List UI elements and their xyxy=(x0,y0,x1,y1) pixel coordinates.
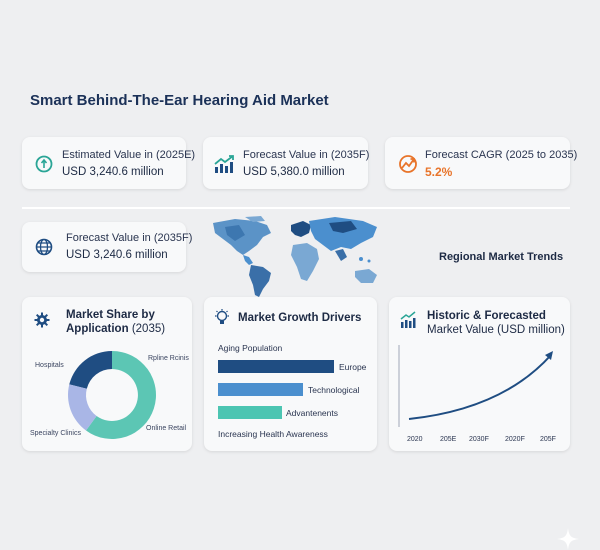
lightbulb-icon xyxy=(215,309,229,324)
market-share-title: Market Share by Application (2035) xyxy=(66,308,165,336)
market-share-title-year: (2035) xyxy=(131,323,166,335)
driver-label-technological: Technological xyxy=(308,385,360,395)
driver-bar-technological xyxy=(218,383,303,396)
stat-card-forecast-2035-alt: Forecast Value in (2035F) USD 3,240.6 mi… xyxy=(22,222,192,272)
driver-bar-europe xyxy=(218,360,334,373)
stat-label: Forecast CAGR (2025 to 2035) xyxy=(425,149,578,161)
x-tick-label: 2020F xyxy=(505,436,525,443)
market-share-title-line2: Application (2035) xyxy=(66,322,165,336)
historic-forecast-panel: Historic & Forecasted Market Value (USD … xyxy=(389,297,570,451)
driver-bar-advantenents xyxy=(218,406,282,419)
growth-drivers-title: Market Growth Drivers xyxy=(238,312,362,324)
stat-value: USD 5,380.0 million xyxy=(243,166,345,178)
x-tick-label: 205E xyxy=(440,436,457,443)
section-divider xyxy=(22,207,570,209)
forecast-arrowhead xyxy=(545,351,553,360)
driver-label-advantenents: Advantenents xyxy=(286,408,338,418)
donut-chart xyxy=(68,351,156,439)
x-tick-label: 2030F xyxy=(469,436,489,443)
donut-slice-lavender xyxy=(68,384,97,431)
donut-slice-teal xyxy=(86,351,156,439)
historic-title-line2: Market Value (USD million) xyxy=(427,324,565,336)
historic-line-chart xyxy=(398,345,553,427)
x-tick-label: 2020 xyxy=(407,436,423,443)
driver-label-awareness: Increasing Health Awareness xyxy=(218,429,328,439)
stat-value: USD 3,240.6 million xyxy=(62,166,164,178)
market-share-title-application: Application xyxy=(66,323,129,335)
world-map xyxy=(213,216,377,297)
stat-card-cagr: Forecast CAGR (2025 to 2035) 5.2% xyxy=(385,137,577,189)
stat-value: 5.2% xyxy=(425,165,453,179)
gear-icon xyxy=(34,312,50,328)
donut-label-hospitals: Hospitals xyxy=(35,362,64,369)
trend-chart-icon xyxy=(214,155,234,173)
stat-label: Forecast Value in (2035F) xyxy=(243,149,370,161)
donut-label-online-retail: Online Retail xyxy=(146,425,187,432)
historic-title: Historic & Forecasted Market Value (USD … xyxy=(427,309,565,337)
bar-chart-icon xyxy=(400,311,416,328)
growth-arrow-icon xyxy=(399,155,417,173)
market-share-panel: Market Share by Application (2035) Hospi… xyxy=(22,297,192,451)
globe-icon xyxy=(35,238,53,256)
sparkle-icon xyxy=(557,528,579,550)
market-share-title-line1: Market Share by xyxy=(66,309,155,321)
donut-slice-navy xyxy=(69,351,112,389)
stat-card-estimated-2025: Estimated Value in (2025E) USD 3,240.6 m… xyxy=(22,137,195,189)
dollar-circle-icon xyxy=(35,155,53,173)
historic-title-line1: Historic & Forecasted xyxy=(427,310,546,322)
stat-card-forecast-2035: Forecast Value in (2035F) USD 5,380.0 mi… xyxy=(203,137,370,189)
stat-label: Forecast Value in (2035F) xyxy=(66,232,193,244)
regional-market-trends-label: Regional Market Trends xyxy=(439,251,564,263)
stat-label: Estimated Value in (2025E) xyxy=(62,149,196,161)
donut-label-specialty-clinics: Specialty Clinics xyxy=(30,430,81,437)
driver-label-europe: Europe xyxy=(339,362,367,372)
page-title: Smart Behind-The-Ear Hearing Aid Market xyxy=(30,92,329,109)
forecast-line xyxy=(408,354,552,420)
driver-label-aging: Aging Population xyxy=(218,343,283,353)
growth-drivers-panel: Market Growth Drivers Aging Population E… xyxy=(204,297,377,451)
x-tick-label: 205F xyxy=(540,436,556,443)
stat-value: USD 3,240.6 million xyxy=(66,249,168,261)
donut-label-rpline: Rpline Rcinis xyxy=(148,355,189,362)
